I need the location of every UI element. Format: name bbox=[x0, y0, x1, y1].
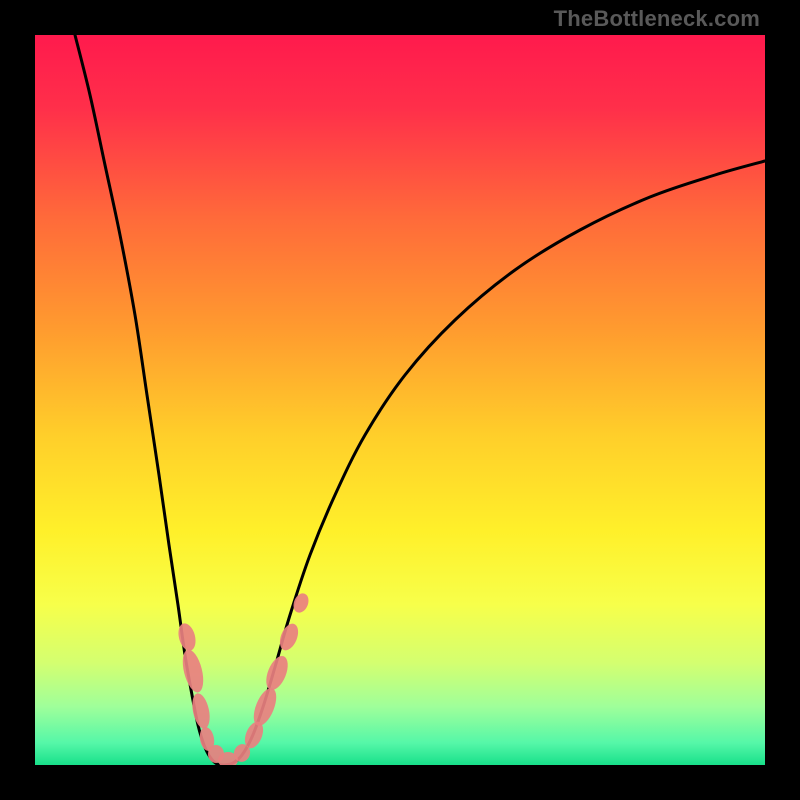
bottleneck-curve-right bbox=[225, 161, 765, 765]
watermark-text: TheBottleneck.com bbox=[554, 6, 760, 32]
data-marker bbox=[249, 685, 281, 729]
data-marker bbox=[179, 647, 207, 694]
bottleneck-curve-left bbox=[75, 35, 225, 765]
curves-layer bbox=[35, 35, 765, 765]
data-marker bbox=[291, 591, 311, 615]
data-markers bbox=[176, 591, 312, 765]
plot-area bbox=[35, 35, 765, 765]
data-marker bbox=[176, 621, 199, 652]
data-marker bbox=[262, 653, 292, 693]
chart-frame: TheBottleneck.com bbox=[0, 0, 800, 800]
